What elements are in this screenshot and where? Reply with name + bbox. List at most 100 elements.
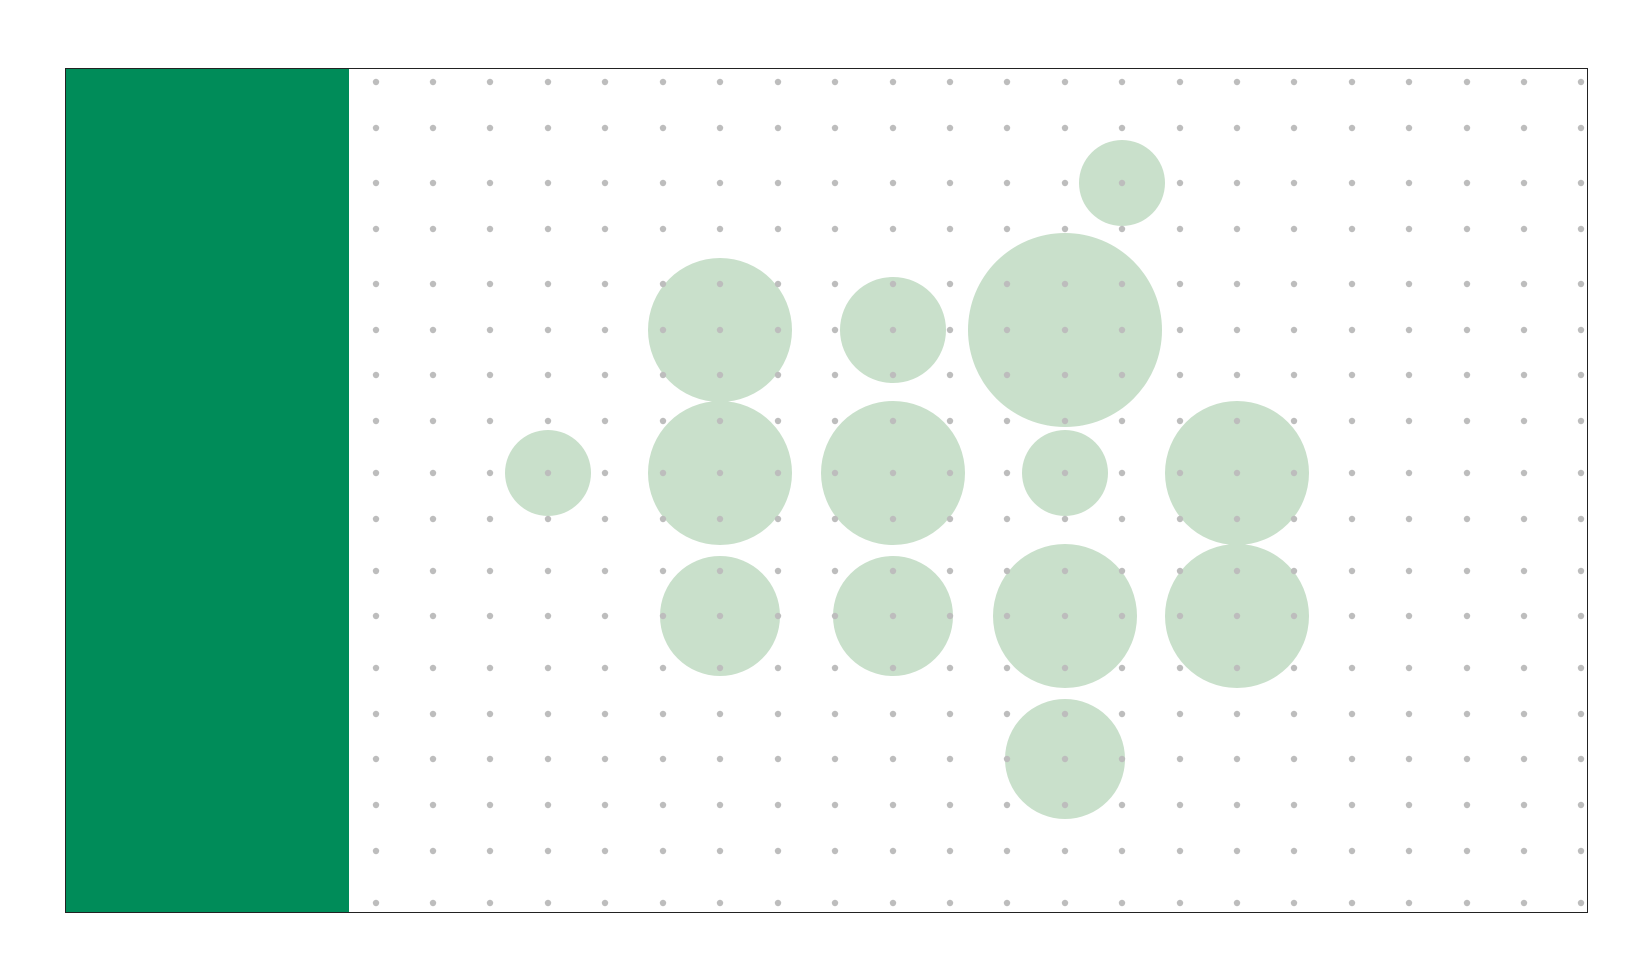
- grid-dot: [774, 371, 782, 379]
- grid-dot: [1118, 801, 1126, 809]
- grid-dot: [1118, 124, 1126, 132]
- grid-dot: [1233, 326, 1241, 334]
- grid-dot: [601, 567, 609, 575]
- grid-dot: [889, 417, 897, 425]
- grid-dot: [716, 801, 724, 809]
- grid-dot: [544, 755, 552, 763]
- grid-dot: [1348, 371, 1356, 379]
- grid-dot: [1003, 371, 1011, 379]
- grid-dot: [544, 612, 552, 620]
- grid-dot: [831, 225, 839, 233]
- grid-dot: [486, 612, 494, 620]
- grid-dot: [889, 801, 897, 809]
- grid-dot: [601, 179, 609, 187]
- grid-dot: [1405, 280, 1413, 288]
- grid-dot: [1176, 225, 1184, 233]
- grid-dot: [429, 78, 437, 86]
- grid-dot: [1348, 664, 1356, 672]
- grid-dot: [716, 78, 724, 86]
- grid-dot: [1061, 326, 1069, 334]
- grid-dot: [1348, 710, 1356, 718]
- grid-dot: [372, 899, 380, 907]
- grid-dot: [429, 755, 437, 763]
- grid-dot: [716, 326, 724, 334]
- grid-dot: [1233, 469, 1241, 477]
- grid-dot: [946, 710, 954, 718]
- grid-dot: [889, 612, 897, 620]
- grid-dot: [1577, 515, 1585, 523]
- grid-dot: [429, 417, 437, 425]
- grid-dot: [1176, 280, 1184, 288]
- grid-dot: [601, 280, 609, 288]
- grid-dot: [1405, 326, 1413, 334]
- grid-dot: [1348, 847, 1356, 855]
- grid-dot: [544, 664, 552, 672]
- grid-dot: [1405, 78, 1413, 86]
- grid-dot: [1348, 78, 1356, 86]
- grid-dot: [1176, 78, 1184, 86]
- grid-dot: [1176, 664, 1184, 672]
- grid-dot: [1176, 371, 1184, 379]
- grid-dot: [1233, 899, 1241, 907]
- grid-dot: [601, 612, 609, 620]
- grid-dot: [1290, 612, 1298, 620]
- grid-dot: [889, 664, 897, 672]
- grid-dot: [774, 280, 782, 288]
- grid-dot: [1061, 124, 1069, 132]
- grid-dot: [946, 124, 954, 132]
- grid-dot: [486, 417, 494, 425]
- grid-dot: [1061, 801, 1069, 809]
- grid-dot: [486, 755, 494, 763]
- grid-dot: [831, 847, 839, 855]
- grid-dot: [659, 710, 667, 718]
- grid-dot: [1520, 326, 1528, 334]
- grid-dot: [1463, 801, 1471, 809]
- grid-dot: [1463, 124, 1471, 132]
- grid-dot: [1290, 78, 1298, 86]
- grid-dot: [1577, 664, 1585, 672]
- grid-dot: [372, 710, 380, 718]
- grid-dot: [372, 567, 380, 575]
- grid-dot: [544, 280, 552, 288]
- grid-dot: [1348, 326, 1356, 334]
- grid-dot: [1061, 664, 1069, 672]
- grid-dot: [601, 225, 609, 233]
- grid-dot: [1290, 225, 1298, 233]
- grid-dot: [1577, 469, 1585, 477]
- grid-dot: [1061, 371, 1069, 379]
- grid-dot: [429, 567, 437, 575]
- grid-dot: [716, 710, 724, 718]
- grid-dot: [429, 225, 437, 233]
- grid-dot: [831, 755, 839, 763]
- grid-dot: [486, 280, 494, 288]
- grid-dot: [1405, 124, 1413, 132]
- grid-dot: [486, 567, 494, 575]
- grid-dot: [1405, 371, 1413, 379]
- grid-dot: [372, 469, 380, 477]
- grid-dot: [1405, 179, 1413, 187]
- grid-dot: [774, 469, 782, 477]
- grid-dot: [1118, 225, 1126, 233]
- grid-dot: [1003, 326, 1011, 334]
- grid-dot: [831, 326, 839, 334]
- grid-dot: [1463, 179, 1471, 187]
- grid-dot: [429, 280, 437, 288]
- grid-dot: [659, 179, 667, 187]
- grid-dot: [601, 124, 609, 132]
- grid-dot: [1520, 124, 1528, 132]
- grid-dot: [946, 371, 954, 379]
- grid-dot: [889, 225, 897, 233]
- grid-dot: [1348, 515, 1356, 523]
- grid-dot: [544, 847, 552, 855]
- grid-dot: [1520, 280, 1528, 288]
- grid-dot: [1463, 664, 1471, 672]
- grid-dot: [1003, 710, 1011, 718]
- grid-dot: [1405, 612, 1413, 620]
- grid-dot: [831, 664, 839, 672]
- grid-dot: [946, 179, 954, 187]
- grid-dot: [1061, 179, 1069, 187]
- grid-dot: [372, 371, 380, 379]
- grid-dot: [831, 179, 839, 187]
- grid-dot: [774, 124, 782, 132]
- grid-dot: [1061, 755, 1069, 763]
